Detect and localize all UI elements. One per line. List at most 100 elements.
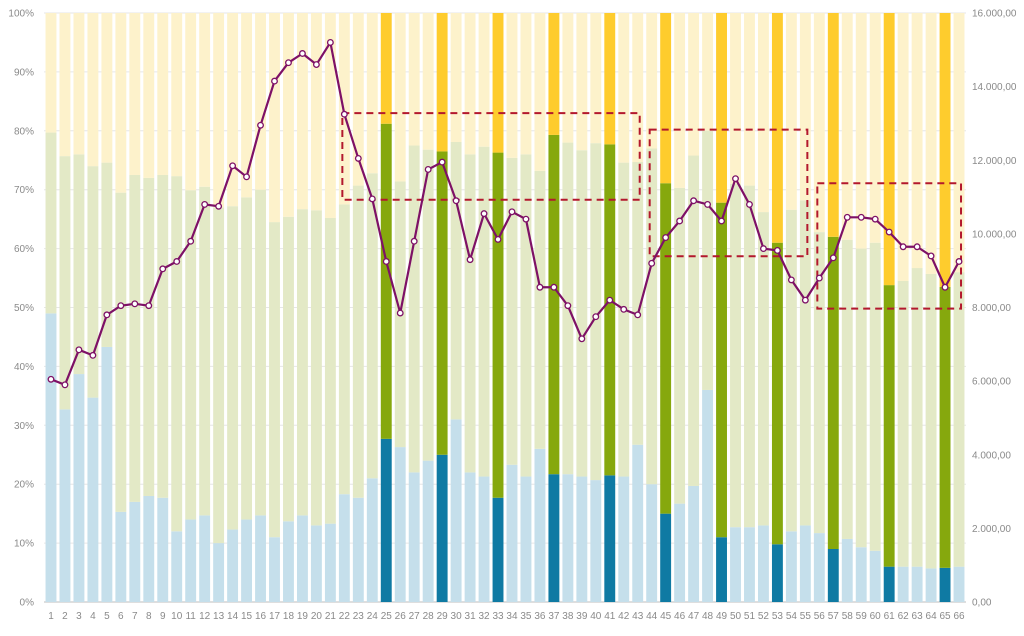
bar-segment — [618, 476, 630, 602]
bar-segment — [129, 13, 141, 175]
bar-segment — [548, 13, 560, 135]
line-series-layer — [47, 39, 963, 389]
x-axis-tick-label: 58 — [842, 611, 854, 622]
x-axis-tick-label: 21 — [325, 611, 337, 622]
bar-segment — [534, 13, 546, 171]
x-axis-tick-label: 10 — [171, 611, 183, 622]
bar-segment — [562, 474, 574, 602]
bar-segment — [310, 13, 322, 211]
bar-segment — [199, 13, 211, 187]
bar-segment — [841, 13, 853, 240]
bar-segment — [604, 13, 616, 145]
x-axis-tick-label: 26 — [395, 611, 407, 622]
bar-segment — [45, 313, 57, 602]
x-axis-tick-label: 13 — [213, 611, 225, 622]
x-axis-tick-label: 5 — [104, 611, 110, 622]
bar-segment — [492, 497, 504, 602]
line-point — [424, 165, 432, 173]
bar-segment — [520, 13, 532, 155]
x-axis-tick-label: 33 — [492, 611, 504, 622]
bar-segment — [269, 13, 280, 223]
bar-segment — [911, 13, 923, 269]
line-point — [815, 274, 823, 282]
x-axis-tick-label: 23 — [353, 611, 365, 622]
bar-segment — [227, 529, 239, 602]
x-axis-tick-label: 32 — [478, 611, 490, 622]
left-axis-tick-label: 80% — [14, 126, 34, 137]
right-axis-tick-label: 2.000,00 — [972, 524, 1011, 535]
line-point — [243, 173, 251, 181]
bar-segment — [855, 248, 867, 548]
line-point — [773, 246, 781, 254]
x-axis-tick-label: 43 — [632, 611, 644, 622]
bar-segment — [660, 183, 672, 514]
bar-segment — [785, 209, 797, 532]
bar-segment — [227, 13, 239, 207]
bar-segment — [157, 174, 169, 498]
line-point — [298, 50, 306, 57]
left-axis-tick-label: 100% — [8, 9, 34, 20]
bar-segment — [436, 151, 448, 455]
x-axis-tick-label: 66 — [953, 611, 965, 622]
line-point — [480, 210, 488, 218]
line-point — [368, 195, 376, 203]
bar-segment — [269, 537, 280, 602]
line-point — [201, 200, 209, 208]
bar-segment — [702, 130, 714, 390]
bar-segment — [171, 13, 183, 177]
bar-segment — [646, 13, 658, 149]
bar-segment — [506, 464, 518, 602]
left-axis-tick-label: 10% — [14, 539, 34, 550]
line-point — [326, 39, 334, 46]
bar-segment — [73, 154, 85, 375]
x-axis-tick-label: 24 — [367, 611, 379, 622]
bar-segment — [730, 183, 741, 528]
bar-segment — [324, 217, 336, 524]
bar-segment — [897, 13, 909, 281]
x-axis-tick-label: 2 — [62, 611, 68, 622]
line-point — [131, 300, 139, 308]
bar-segment — [352, 497, 364, 602]
x-axis-tick-label: 36 — [534, 611, 546, 622]
bar-segment — [73, 374, 85, 602]
bar-segment — [255, 189, 266, 516]
line-point — [648, 259, 656, 267]
line-point — [354, 154, 362, 162]
x-axis-tick-label: 9 — [160, 611, 166, 622]
bar-segment — [716, 13, 727, 203]
bar-segment — [506, 13, 518, 158]
line-point — [955, 258, 963, 265]
bar-segment — [366, 13, 378, 174]
x-axis-tick-label: 34 — [506, 611, 518, 622]
x-axis-tick-label: 15 — [241, 611, 253, 622]
bar-segment — [548, 134, 560, 475]
line-point — [494, 235, 502, 243]
line-point — [704, 200, 712, 208]
bar-segment — [115, 192, 127, 512]
x-axis-tick-label: 4 — [90, 611, 96, 622]
x-axis-tick-label: 57 — [828, 611, 840, 622]
bar-segment — [897, 281, 909, 567]
bar-segment — [394, 13, 406, 182]
bar-segment — [827, 236, 839, 549]
x-axis-tick-label: 14 — [227, 611, 239, 622]
x-axis-tick-label: 16 — [255, 611, 267, 622]
bar-segment — [59, 156, 71, 410]
bar-segment — [450, 13, 462, 142]
bar-segment — [185, 13, 197, 191]
bar-segment — [464, 13, 476, 155]
line-point — [187, 237, 195, 245]
bar-segment — [688, 485, 700, 602]
x-axis-tick-label: 40 — [590, 611, 602, 622]
right-axis-tick-label: 4.000,00 — [972, 450, 1011, 461]
annotation-box — [816, 182, 963, 310]
bar-segment — [632, 13, 644, 163]
bar-segment — [674, 503, 686, 602]
bar-segment — [366, 173, 378, 479]
bar-segment — [199, 186, 211, 516]
line-point — [340, 110, 348, 118]
line-point — [89, 351, 97, 359]
bar-segment — [939, 567, 951, 602]
bar-segment — [813, 232, 825, 534]
x-axis-tick-label: 53 — [772, 611, 784, 622]
